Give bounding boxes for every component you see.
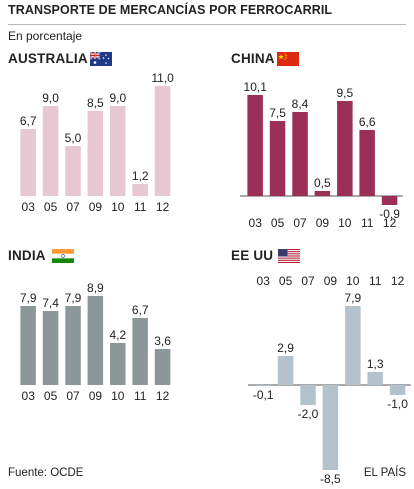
- value-label-usa-05: 2,9: [277, 341, 294, 355]
- bar-india-12: [154, 349, 171, 385]
- bar-australia-07: [65, 146, 81, 196]
- category-label-china-09: 09: [316, 216, 330, 230]
- bar-india-10: [110, 343, 126, 385]
- category-label-australia-11: 11: [134, 200, 147, 214]
- category-label-china-03: 03: [249, 216, 263, 230]
- australia-flag-icon: [90, 52, 112, 66]
- value-label-usa-12: -1,0: [387, 397, 408, 411]
- bar-usa-10: [345, 306, 361, 385]
- panel-title-india: INDIA: [8, 248, 46, 263]
- value-label-usa-10: 7,9: [344, 291, 361, 305]
- value-label-australia-05: 9,0: [42, 91, 59, 105]
- publisher-credit: EL PAÍS: [363, 467, 406, 479]
- category-label-australia-09: 09: [89, 200, 103, 214]
- value-label-india-05: 7,4: [42, 296, 59, 310]
- value-label-china-05: 7,5: [269, 106, 286, 120]
- value-label-australia-07: 5,0: [65, 131, 82, 145]
- category-label-india-11: 11: [134, 389, 147, 403]
- bar-china-10: [337, 101, 353, 196]
- category-label-australia-05: 05: [44, 200, 58, 214]
- bar-australia-05: [42, 106, 59, 196]
- source-note: Fuente: OCDE: [8, 467, 84, 479]
- value-label-china-11: 6,6: [359, 115, 376, 129]
- bar-china-05: [269, 121, 286, 196]
- value-label-australia-10: 9,0: [109, 91, 126, 105]
- value-label-india-11: 6,7: [132, 303, 149, 317]
- value-label-india-03: 7,9: [20, 291, 37, 305]
- bar-usa-05: [277, 356, 294, 385]
- value-label-china-09: 0,5: [314, 176, 331, 190]
- category-label-china-12: 12: [383, 216, 397, 230]
- value-label-usa-03: -0,1: [253, 388, 274, 402]
- category-label-usa-12: 12: [391, 274, 405, 288]
- bar-usa-07: [300, 385, 316, 405]
- category-label-usa-03: 03: [257, 274, 271, 288]
- bar-india-11: [132, 318, 148, 385]
- category-label-australia-03: 03: [22, 200, 36, 214]
- usa-flag-icon: [278, 249, 300, 263]
- bar-usa-12: [389, 385, 406, 395]
- category-label-australia-10: 10: [111, 200, 125, 214]
- category-label-australia-07: 07: [66, 200, 80, 214]
- value-label-australia-09: 8,5: [87, 96, 104, 110]
- india-flag-icon: [52, 249, 74, 263]
- category-label-india-12: 12: [156, 389, 170, 403]
- bar-australia-09: [87, 111, 104, 196]
- category-label-usa-05: 05: [279, 274, 293, 288]
- value-label-china-10: 9,5: [336, 86, 353, 100]
- bar-china-11: [359, 130, 375, 196]
- category-label-usa-10: 10: [346, 274, 360, 288]
- category-label-usa-07: 07: [301, 274, 315, 288]
- category-label-india-07: 07: [66, 389, 80, 403]
- value-label-usa-11: 1,3: [367, 357, 384, 371]
- value-label-china-03: 10,1: [244, 80, 268, 94]
- bar-china-07: [292, 112, 308, 196]
- category-label-china-10: 10: [338, 216, 352, 230]
- bar-australia-12: [154, 86, 171, 196]
- bar-usa-11: [367, 372, 383, 385]
- bar-india-05: [42, 311, 59, 385]
- bar-usa-09: [322, 385, 339, 470]
- value-label-australia-12: 11,0: [151, 71, 174, 85]
- bar-india-09: [87, 296, 104, 385]
- bar-australia-10: [110, 106, 126, 196]
- panel-title-china: CHINA: [231, 51, 275, 66]
- bar-china-12: [381, 196, 398, 205]
- bar-india-07: [65, 306, 81, 385]
- title-divider: [8, 24, 406, 25]
- bar-china-03: [247, 95, 263, 196]
- category-label-india-10: 10: [111, 389, 125, 403]
- panel-title-usa: EE UU: [231, 248, 274, 263]
- value-label-australia-11: 1,2: [132, 169, 149, 183]
- value-label-usa-07: -2,0: [298, 407, 319, 421]
- chart-subtitle: En porcentaje: [8, 29, 83, 43]
- value-label-india-09: 8,9: [87, 281, 104, 295]
- value-label-usa-09: -8,5: [320, 472, 341, 486]
- bar-india-03: [20, 306, 36, 385]
- value-label-australia-03: 6,7: [20, 114, 37, 128]
- value-label-china-07: 8,4: [292, 97, 309, 111]
- panel-title-australia: AUSTRALIA: [8, 51, 88, 66]
- bar-china-09: [314, 191, 331, 196]
- bar-australia-03: [20, 129, 36, 196]
- value-label-india-07: 7,9: [65, 291, 82, 305]
- category-label-india-05: 05: [44, 389, 58, 403]
- chart-title: TRANSPORTE DE MERCANCÍAS POR FERROCARRIL: [8, 3, 333, 17]
- category-label-australia-12: 12: [156, 200, 170, 214]
- category-label-india-03: 03: [22, 389, 36, 403]
- category-label-usa-09: 09: [324, 274, 338, 288]
- category-label-india-09: 09: [89, 389, 103, 403]
- category-label-usa-11: 11: [369, 274, 382, 288]
- bar-usa-03: [255, 385, 271, 386]
- value-label-india-10: 4,2: [109, 328, 126, 342]
- category-label-china-07: 07: [293, 216, 307, 230]
- category-label-china-11: 11: [361, 216, 374, 230]
- value-label-china-12: -0,9: [379, 207, 400, 221]
- bar-australia-11: [132, 184, 148, 196]
- category-label-china-05: 05: [271, 216, 285, 230]
- china-flag-icon: [277, 52, 299, 66]
- value-label-india-12: 3,6: [154, 334, 171, 348]
